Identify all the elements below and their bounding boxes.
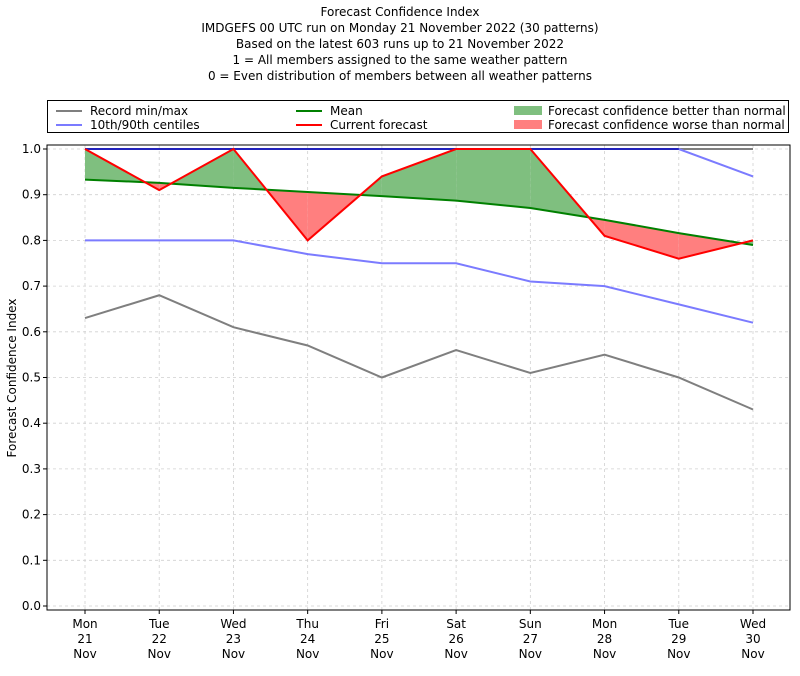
x-tick-label: Nov — [741, 647, 764, 661]
y-tick-label: 0.8 — [22, 233, 41, 247]
x-tick-label: Sat — [446, 617, 466, 631]
chart-subtitle-1: IMDGEFS 00 UTC run on Monday 21 November… — [201, 21, 599, 35]
fill-better — [456, 149, 531, 208]
x-axis-ticks: Mon21NovTue22NovWed23NovThu24NovFri25Nov… — [72, 610, 766, 661]
chart-title-block: Forecast Confidence Index IMDGEFS 00 UTC… — [0, 4, 800, 84]
y-tick-label: 0.5 — [22, 371, 41, 385]
legend-item-worse: Forecast confidence worse than normal — [514, 117, 785, 132]
legend-swatch-current — [296, 123, 322, 126]
x-tick-label: 29 — [671, 632, 686, 646]
legend-item-mean: Mean — [296, 103, 363, 118]
x-tick-label: 30 — [745, 632, 760, 646]
legend-label-worse: Forecast confidence worse than normal — [548, 117, 785, 132]
legend-item-centiles: 10th/90th centiles — [56, 117, 200, 132]
x-tick-label: 21 — [77, 632, 92, 646]
legend-swatch-better — [514, 106, 542, 115]
chart-title: Forecast Confidence Index — [320, 5, 480, 19]
x-tick-label: Tue — [668, 617, 690, 631]
y-tick-label: 0.2 — [22, 508, 41, 522]
legend-label-record-minmax: Record min/max — [90, 103, 189, 118]
line-record-min — [84, 294, 754, 411]
x-tick-label: Nov — [222, 647, 245, 661]
x-tick-label: Nov — [444, 647, 467, 661]
x-tick-label: Nov — [593, 647, 616, 661]
legend-swatch-mean — [296, 109, 322, 112]
x-tick-label: Sun — [519, 617, 542, 631]
x-tick-label: 23 — [226, 632, 241, 646]
x-tick-label: Nov — [370, 647, 393, 661]
x-tick-label: Mon — [592, 617, 617, 631]
y-axis-label: Forecast Confidence Index — [5, 299, 19, 458]
x-tick-label: Nov — [73, 647, 96, 661]
y-tick-label: 0.6 — [22, 325, 41, 339]
x-tick-label: Nov — [519, 647, 542, 661]
y-tick-label: 0.9 — [22, 188, 41, 202]
y-tick-label: 1.0 — [22, 142, 41, 156]
x-tick-label: 28 — [597, 632, 612, 646]
x-tick-label: Nov — [667, 647, 690, 661]
legend-swatch-centiles — [56, 123, 82, 126]
x-tick-label: Tue — [148, 617, 170, 631]
y-axis-ticks: 0.0 0.1 0.2 0.3 0.4 0.5 0.6 0.7 0.8 0.9 1.0 — [22, 142, 47, 613]
confidence-fills — [85, 149, 753, 259]
line-10th-centile — [85, 239, 754, 324]
y-tick-label: 0.0 — [22, 599, 41, 613]
x-tick-label: Wed — [740, 617, 766, 631]
legend-item-current: Current forecast — [296, 117, 427, 132]
x-tick-label: 22 — [152, 632, 167, 646]
chart-subtitle-4: 0 = Even distribution of members between… — [207, 69, 593, 83]
legend-item-record-minmax: Record min/max — [56, 103, 188, 118]
legend: Record min/max 10th/90th centiles Mean C… — [47, 100, 789, 133]
x-tick-label: Wed — [220, 617, 246, 631]
legend-label-mean: Mean — [330, 103, 363, 118]
y-tick-label: 0.4 — [22, 416, 41, 430]
x-tick-label: 27 — [523, 632, 538, 646]
legend-item-better: Forecast confidence better than normal — [514, 103, 786, 118]
x-tick-label: 26 — [448, 632, 463, 646]
y-tick-label: 0.1 — [22, 553, 41, 567]
legend-label-better: Forecast confidence better than normal — [548, 103, 786, 118]
fill-worse — [678, 233, 742, 259]
y-tick-label: 0.7 — [22, 279, 41, 293]
x-tick-label: Nov — [296, 647, 319, 661]
line-mean — [84, 178, 754, 246]
x-tick-label: Nov — [148, 647, 171, 661]
line-current-forecast — [84, 147, 754, 260]
legend-swatch-worse — [514, 120, 542, 129]
legend-label-current: Current forecast — [330, 117, 428, 132]
fill-worse — [604, 219, 679, 259]
chart-subtitle-3: 1 = All members assigned to the same wea… — [232, 53, 568, 67]
x-tick-label: Mon — [72, 617, 97, 631]
legend-label-centiles: 10th/90th centiles — [90, 117, 200, 132]
y-tick-label: 0.3 — [22, 462, 41, 476]
legend-swatch-record-minmax — [56, 109, 82, 112]
fill-better — [381, 149, 457, 201]
series-lines — [84, 147, 754, 411]
x-tick-label: 25 — [374, 632, 389, 646]
x-tick-label: 24 — [300, 632, 315, 646]
x-tick-label: Thu — [295, 617, 319, 631]
x-tick-label: Fri — [375, 617, 389, 631]
chart-subtitle-2: Based on the latest 603 runs up to 21 No… — [235, 37, 565, 51]
